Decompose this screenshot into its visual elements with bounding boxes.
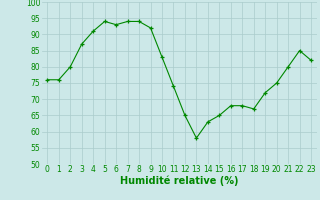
X-axis label: Humidité relative (%): Humidité relative (%) <box>120 176 238 186</box>
